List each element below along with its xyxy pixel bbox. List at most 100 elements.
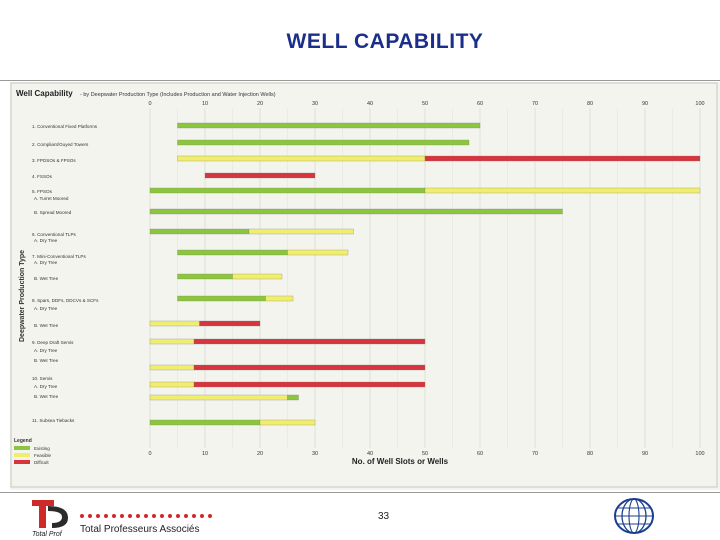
- capability-bar-yellow: [149, 381, 195, 388]
- capability-bar-green: [177, 273, 233, 280]
- row-label: B. Spread Moored: [34, 210, 72, 215]
- capability-bar-yellow: [265, 295, 294, 302]
- bottom-tick-label: 10: [202, 451, 208, 457]
- capability-bar-green: [177, 122, 481, 129]
- legend-existing: Existing: [34, 446, 50, 451]
- capability-bar-yellow: [424, 187, 701, 194]
- capability-bar-red: [193, 338, 426, 345]
- row-label: A. Dry Tree: [34, 306, 58, 311]
- capability-bar-green: [149, 419, 261, 426]
- capability-bar-red: [424, 155, 701, 162]
- figure-border: [10, 82, 718, 488]
- row-label: 10. Semis: [32, 376, 53, 381]
- row-label: 9. Deep Draft Semis: [32, 340, 74, 345]
- bottom-tick-label: 70: [532, 451, 538, 457]
- top-tick-label: 10: [202, 101, 208, 107]
- row-label: 11. Subsea Tiebacks: [32, 418, 75, 423]
- legend-feasible: Feasible: [34, 453, 52, 458]
- row-label: 7. Mini-Conventional TLPs: [32, 254, 86, 259]
- row-label: B. Wet Tree: [34, 358, 59, 363]
- capability-bar-red: [204, 172, 316, 179]
- figure-title: Well Capability: [16, 89, 73, 98]
- capability-bar-yellow: [232, 273, 283, 280]
- capability-bar-yellow: [149, 338, 195, 345]
- top-tick-label: 80: [587, 101, 593, 107]
- top-tick-labels: 0 10 20 30 40 50 60 70 80 90 100: [148, 101, 704, 107]
- row-label: A. Turret Moored: [34, 196, 69, 201]
- legend: Legend Existing Feasible Difficult: [14, 438, 52, 465]
- y-axis-label: Deepwater Production Type: [19, 250, 26, 342]
- row-label: 5. FPSOs: [32, 189, 53, 194]
- top-tick-label: 50: [422, 101, 428, 107]
- top-tick-label: 40: [367, 101, 373, 107]
- bottom-tick-labels: 0 10 20 30 40 50 60 70 80 90 100: [148, 451, 704, 457]
- row-label: 4. FSSOs: [32, 174, 53, 179]
- bottom-tick-label: 50: [422, 451, 428, 457]
- row-label: B. Wet Tree: [34, 394, 59, 399]
- capability-bar-yellow: [149, 394, 288, 401]
- bottom-tick-label: 0: [148, 451, 151, 457]
- bottom-tick-label: 20: [257, 451, 263, 457]
- slide-title: WELL CAPABILITY: [286, 30, 484, 53]
- capability-bar-green: [149, 228, 250, 235]
- capability-bar-yellow: [259, 419, 316, 426]
- institute-emblem: [614, 498, 654, 534]
- capability-bar-red: [193, 364, 426, 371]
- well-capability-figure: Well Capability - by Deepwater Productio…: [10, 82, 720, 490]
- bottom-tick-label: 60: [477, 451, 483, 457]
- legend-swatch-difficult: [14, 460, 30, 464]
- capability-bar-red: [193, 381, 426, 388]
- capability-bar-green: [149, 208, 563, 215]
- row-label: A. Dry Tree: [34, 260, 58, 265]
- row-label: 1. Conventional Fixed Platforms: [32, 124, 98, 129]
- legend-title: Legend: [14, 438, 32, 444]
- capability-bar-yellow: [248, 228, 354, 235]
- bottom-tick-label: 80: [587, 451, 593, 457]
- capability-bar-green: [287, 394, 299, 401]
- figure-subtitle: - by Deepwater Production Type (Includes…: [80, 92, 276, 98]
- total-prof-logo: Total Prof: [32, 500, 68, 538]
- legend-difficult: Difficult: [34, 460, 49, 465]
- row-label: 2. Compliant/Guyed Towers: [32, 142, 89, 147]
- capability-bar-green: [177, 295, 266, 302]
- title-divider: [0, 80, 720, 81]
- legend-swatch-existing: [14, 446, 30, 450]
- row-label: A. Dry Tree: [34, 238, 58, 243]
- footer-divider: [0, 492, 720, 493]
- capability-bar-yellow: [149, 364, 195, 371]
- dot-divider: [80, 514, 220, 520]
- top-tick-label: 60: [477, 101, 483, 107]
- capability-bar-yellow: [177, 155, 426, 162]
- capability-bars: [149, 122, 701, 426]
- logo-text: Total Prof: [32, 531, 63, 538]
- capability-bar-red: [199, 320, 261, 327]
- capability-bar-green: [149, 187, 426, 194]
- row-label: A. Dry Tree: [34, 384, 58, 389]
- top-tick-label: 100: [695, 101, 704, 107]
- row-label: 3. FPDSOs & FPSOs: [32, 158, 76, 163]
- grid: [149, 108, 701, 448]
- row-labels: 1. Conventional Fixed Platforms 2. Compli…: [32, 124, 99, 423]
- top-tick-label: 0: [148, 101, 151, 107]
- top-tick-label: 30: [312, 101, 318, 107]
- row-label: B. Wet Tree: [34, 276, 59, 281]
- legend-swatch-feasible: [14, 453, 30, 457]
- x-axis-label: No. of Well Slots or Wells: [352, 457, 449, 466]
- row-label: 6. Conventional TLPs: [32, 232, 77, 237]
- top-tick-label: 70: [532, 101, 538, 107]
- top-tick-label: 20: [257, 101, 263, 107]
- row-label: A. Dry Tree: [34, 348, 58, 353]
- company-name: Total Professeurs Associés: [80, 524, 200, 535]
- bottom-tick-label: 30: [312, 451, 318, 457]
- capability-bar-green: [177, 139, 470, 146]
- top-tick-label: 90: [642, 101, 648, 107]
- capability-bar-yellow: [149, 320, 200, 327]
- capability-bar-yellow: [287, 249, 349, 256]
- row-label: 8. Spars, DDFs, DDCVs & SCFs: [32, 298, 99, 303]
- bottom-tick-label: 100: [695, 451, 704, 457]
- bottom-tick-label: 40: [367, 451, 373, 457]
- capability-bar-green: [177, 249, 288, 256]
- bottom-tick-label: 90: [642, 451, 648, 457]
- page-number: 33: [378, 511, 390, 522]
- row-label: B. Wet Tree: [34, 323, 59, 328]
